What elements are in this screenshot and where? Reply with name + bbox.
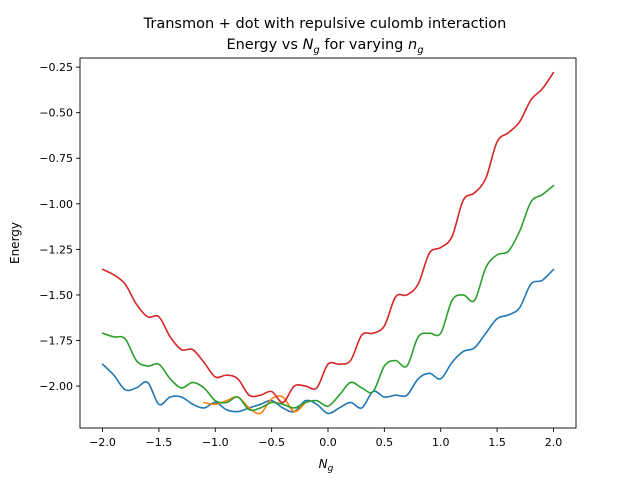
x-tick-label: 0.5 bbox=[376, 436, 394, 449]
chart-title-line-2: Energy vs Ng for varying ng bbox=[226, 37, 423, 56]
y-tick-label: −0.25 bbox=[39, 61, 73, 74]
y-tick-label: −2.00 bbox=[39, 380, 73, 393]
series-lines bbox=[101, 71, 555, 415]
plot-frame bbox=[79, 57, 577, 429]
x-tick-label: 2.0 bbox=[545, 436, 563, 449]
x-tick-label: −1.5 bbox=[146, 436, 173, 449]
chart-title-line-1: Transmon + dot with repulsive culomb int… bbox=[143, 16, 507, 32]
y-tick-label: −0.50 bbox=[39, 107, 73, 120]
series-line-3 bbox=[101, 184, 555, 412]
y-tick-label: −1.75 bbox=[39, 335, 73, 348]
y-axis-label: Energy bbox=[8, 222, 22, 264]
title-var-2-sub: g bbox=[417, 45, 423, 56]
y-tick-label: −1.50 bbox=[39, 289, 73, 302]
series-line-4 bbox=[101, 71, 555, 404]
x-tick-label: −2.0 bbox=[89, 436, 116, 449]
series-line-1 bbox=[101, 268, 555, 415]
title-var-1-sub: g bbox=[313, 45, 319, 56]
y-tick-label: −0.75 bbox=[39, 152, 73, 165]
x-tick-label: 1.5 bbox=[488, 436, 506, 449]
x-tick-label: 0.0 bbox=[319, 436, 337, 449]
axis-ticks: −2.0 −1.5 −1.0 −0.5 0.0 0.5 1.0 1.5 2.0 −2.00 −1.7… bbox=[39, 61, 562, 449]
y-tick-label: −1.00 bbox=[39, 198, 73, 211]
title-var-2: n bbox=[408, 37, 417, 53]
title-mid: for varying bbox=[320, 37, 408, 53]
x-axis-label-sub: g bbox=[328, 464, 334, 474]
x-tick-label: −0.5 bbox=[258, 436, 285, 449]
x-tick-label: 1.0 bbox=[432, 436, 450, 449]
y-tick-label: −1.25 bbox=[39, 243, 73, 256]
title-prefix: Energy vs bbox=[226, 37, 302, 53]
x-axis-label: Ng bbox=[319, 457, 334, 474]
x-tick-label: −1.0 bbox=[202, 436, 229, 449]
title-var-1: N bbox=[303, 37, 314, 53]
x-axis-label-var: N bbox=[319, 457, 328, 471]
